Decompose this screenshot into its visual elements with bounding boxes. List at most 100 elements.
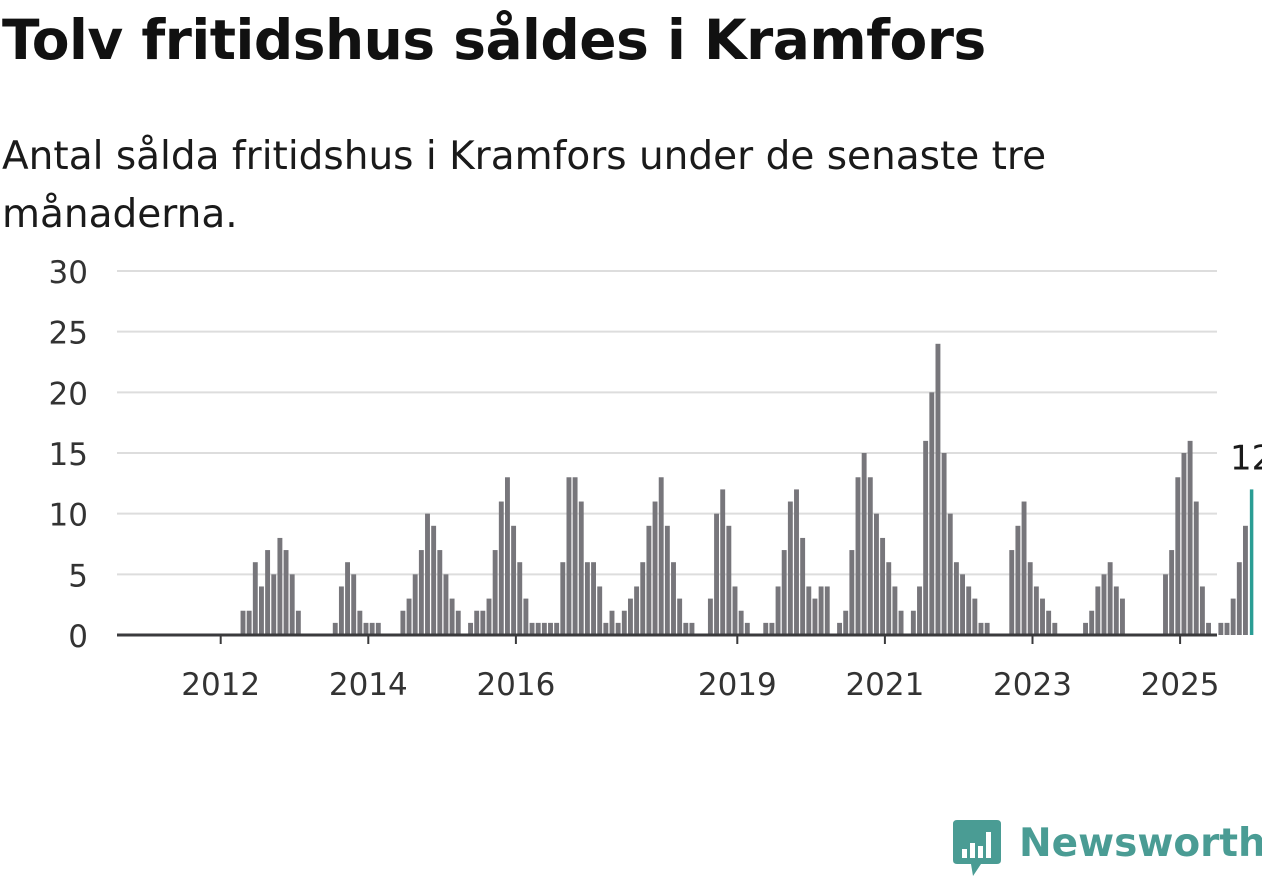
bar [357,610,363,635]
bar [566,477,572,635]
highlight-bar [1249,489,1254,635]
x-tick-label: 2021 [845,667,924,703]
bar [584,562,590,635]
y-tick-label: 20 [49,376,88,412]
bar [1163,574,1168,635]
bar [1120,598,1125,635]
bar [966,586,972,635]
bar [615,622,621,635]
bar [781,550,787,635]
bar [1175,477,1181,635]
bar [1193,501,1199,635]
bar [634,586,640,635]
bar [947,513,953,635]
bar [1052,622,1058,635]
bar [523,598,529,635]
bar [898,610,904,635]
bar [511,525,517,635]
bar [498,501,504,635]
highlight-value-label: 12 [1230,438,1262,478]
y-tick-label: 30 [49,255,88,291]
bar [923,440,929,635]
bar [849,550,855,635]
bar [591,562,596,635]
bar [621,610,627,635]
bar [277,537,283,635]
bar [406,598,412,635]
bar [658,477,664,635]
y-axis-tick-labels: 0 5 10 15 20 25 30 [49,255,88,655]
bar [1230,598,1236,635]
bar [338,586,344,635]
bar [572,477,578,635]
bar [554,622,560,635]
bar [1199,586,1205,635]
bar [886,562,892,635]
chart-subtitle: Antal sålda fritidshus i Kramfors under … [2,134,1047,237]
bar [794,489,799,635]
bar [1113,586,1119,635]
bar [252,562,258,635]
bar [492,550,498,635]
newsworthy-brand: Newsworthy [951,818,1262,880]
bar [720,489,726,635]
bar [812,598,818,635]
x-tick-label: 2014 [329,667,408,703]
bar [271,574,277,635]
bar [259,586,264,635]
bar [861,453,867,635]
bar [1181,453,1187,635]
bar [548,622,553,635]
brand-name: Newsworthy [1019,821,1262,866]
bar [732,586,738,635]
bar [1187,440,1193,635]
bar [375,622,381,635]
bar [787,501,793,635]
bar [474,610,480,635]
bar [769,622,775,635]
bar [628,598,633,635]
gridlines [117,270,1217,576]
bar [1169,550,1175,635]
bar [775,586,781,635]
bar [529,622,535,635]
bar [640,562,646,635]
bar [560,562,566,635]
bar [437,550,443,635]
bar [603,622,609,635]
bar [1046,610,1052,635]
bar [738,610,744,635]
bar [880,537,886,635]
bar [800,537,806,635]
bar [707,598,713,635]
bar [246,610,252,635]
bar [418,550,424,635]
bar [978,622,984,635]
bar [763,622,769,635]
bar [726,525,732,635]
bar [867,477,873,635]
bar [1040,598,1045,635]
bar [941,453,947,635]
x-tick-label: 2012 [181,667,260,703]
bar [1236,562,1242,635]
bar [1095,586,1101,635]
bar [289,574,295,635]
x-tick-label: 2019 [698,667,777,703]
bar [345,562,350,635]
bar [1033,586,1039,635]
bar [855,477,861,635]
bar [824,586,830,635]
bar [609,610,615,635]
x-tick-label: 2016 [476,667,555,703]
bar [837,622,842,635]
bar [455,610,461,635]
bar [953,562,959,635]
bar [972,598,978,635]
bar [468,622,473,635]
bar [480,610,486,635]
bar [486,598,492,635]
bar [295,610,301,635]
bar [351,574,357,635]
